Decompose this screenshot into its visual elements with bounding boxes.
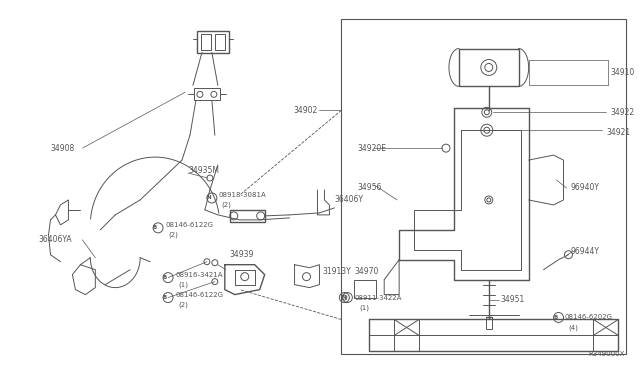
Bar [201, 33, 211, 49]
Text: (2): (2) [222, 202, 232, 208]
Bar [459, 48, 518, 86]
Text: 34908: 34908 [51, 144, 75, 153]
Text: (1): (1) [178, 281, 188, 288]
Text: 36406YA: 36406YA [38, 235, 72, 244]
Bar [194, 89, 220, 100]
Text: R349000X: R349000X [588, 352, 624, 357]
Text: B: B [153, 225, 157, 230]
Text: 96944Y: 96944Y [570, 247, 600, 256]
Text: 31913Y: 31913Y [323, 267, 351, 276]
Text: 34910: 34910 [611, 68, 635, 77]
Text: 96940Y: 96940Y [570, 183, 600, 192]
Text: (4): (4) [568, 324, 579, 331]
Bar [215, 33, 225, 49]
Text: N: N [341, 295, 346, 300]
Text: (2): (2) [168, 231, 178, 238]
Text: 34920E: 34920E [357, 144, 387, 153]
Text: 36406Y: 36406Y [334, 195, 364, 205]
Text: 34970: 34970 [355, 267, 379, 276]
Text: 08146-6122G: 08146-6122G [175, 292, 223, 298]
Bar [486, 317, 492, 330]
Text: 34951: 34951 [500, 295, 525, 304]
Bar [197, 31, 229, 52]
Text: 34922: 34922 [611, 108, 634, 117]
Text: 34935M: 34935M [188, 166, 219, 174]
Text: N: N [207, 195, 211, 201]
Text: 34902: 34902 [293, 106, 317, 115]
Bar [355, 280, 376, 298]
Text: 08146-6122G: 08146-6122G [165, 222, 213, 228]
Text: 08918-3081A: 08918-3081A [219, 192, 267, 198]
Text: (2): (2) [178, 301, 188, 308]
Text: (1): (1) [359, 304, 369, 311]
Bar [341, 19, 627, 355]
Text: B: B [163, 295, 167, 300]
Text: 08146-6202G: 08146-6202G [564, 314, 612, 321]
Text: 34939: 34939 [230, 250, 254, 259]
Text: 34956: 34956 [357, 183, 381, 192]
Bar [230, 210, 265, 222]
Text: 08911-3422A: 08911-3422A [355, 295, 402, 301]
Text: B: B [163, 275, 167, 280]
Text: B: B [554, 315, 557, 320]
Text: 08916-3421A: 08916-3421A [175, 272, 223, 278]
Text: 34921: 34921 [606, 128, 630, 137]
